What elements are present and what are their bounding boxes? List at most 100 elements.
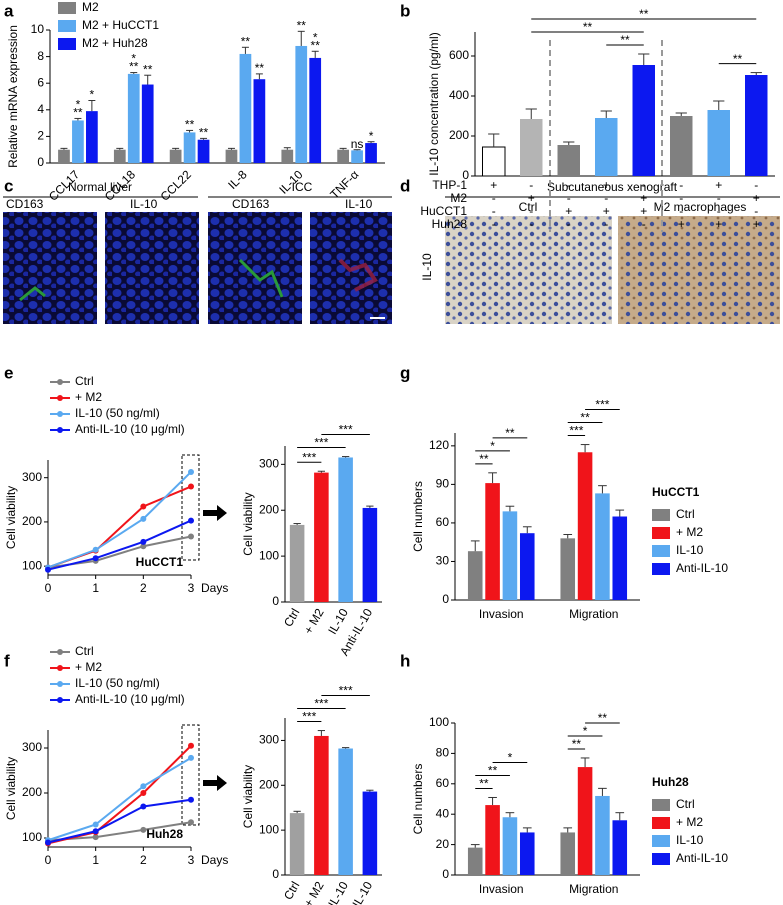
group-title: ICC [292, 180, 313, 194]
point [140, 543, 147, 550]
legend-label: Anti-IL-10 (10 μg/ml) [75, 422, 185, 436]
panel-letter: d [400, 176, 410, 195]
matrix-sign: - [529, 204, 533, 218]
matrix-sign: - [567, 217, 571, 231]
significance: *** [314, 697, 328, 711]
legend-label: Anti-IL-10 (10 μg/ml) [75, 692, 185, 706]
legend-marker [57, 649, 63, 655]
bar [519, 832, 535, 875]
bar [127, 73, 140, 163]
significance: ** [639, 7, 649, 21]
point [188, 533, 194, 540]
bar [239, 53, 252, 163]
point [188, 517, 194, 524]
bar [309, 57, 322, 163]
x-tick-label: 3 [188, 581, 195, 595]
legend-label: M2 + HuCCT1 [82, 18, 159, 32]
bar [577, 452, 593, 600]
y-tick-label: 100 [22, 558, 42, 572]
significance: *** [339, 423, 353, 437]
bar [169, 149, 182, 163]
bar [560, 538, 576, 600]
significance: ** [199, 126, 209, 140]
y-axis-label: IL-10 concentration (pg/ml) [427, 32, 441, 175]
y-tick-label: 100 [259, 822, 279, 836]
legend-label: IL-10 (50 ng/ml) [75, 676, 160, 690]
matrix-sign: - [754, 204, 758, 218]
image-label: CD163 [6, 197, 44, 211]
y-tick-label: 300 [22, 470, 42, 484]
significance: ** [580, 411, 590, 425]
y-tick-label: 0 [442, 592, 449, 606]
matrix-sign: - [754, 178, 758, 192]
series-line [47, 757, 192, 842]
legend-marker [57, 681, 63, 687]
significance: ns [351, 137, 364, 151]
y-tick-label: 0 [272, 867, 279, 881]
matrix-sign: + [678, 217, 685, 231]
legend-label: Anti-IL-10 [676, 851, 728, 865]
bar [197, 139, 210, 163]
bar [557, 145, 580, 176]
legend-swatch [652, 835, 670, 847]
point [140, 803, 147, 810]
micrograph [618, 216, 780, 324]
matrix-label: M2 [450, 191, 467, 205]
bar [467, 847, 483, 875]
significance: ** [185, 118, 195, 132]
annotation: HuCCT1 [136, 555, 184, 569]
bar [58, 149, 70, 163]
panel-letter: g [400, 363, 410, 382]
micrograph [3, 212, 97, 324]
y-tick-label: 60 [436, 515, 450, 529]
matrix-sign: + [715, 217, 722, 231]
significance: *** [595, 398, 609, 412]
significance: ** [598, 711, 608, 725]
matrix-sign: + [753, 217, 760, 231]
point [140, 790, 147, 796]
point [188, 742, 194, 749]
y-tick-label: 200 [22, 514, 42, 528]
bar [502, 511, 518, 600]
legend-marker [57, 395, 63, 401]
x-tick-label: Ctrl [281, 606, 302, 629]
group-title: Subcutaneous xenograft [547, 180, 678, 194]
y-tick-label: 90 [436, 477, 450, 491]
bar [502, 817, 518, 875]
point [188, 819, 194, 826]
point [140, 783, 147, 790]
x-tick-label: 1 [92, 853, 99, 867]
group-title: Normal liver [68, 180, 132, 194]
y-axis-label: Cell viability [4, 486, 18, 549]
y-tick-label: 300 [259, 457, 279, 471]
significance: * [583, 724, 588, 738]
point [45, 839, 51, 846]
bar [365, 143, 377, 163]
bar [612, 820, 628, 875]
matrix-sign: - [529, 178, 533, 192]
legend-label: Ctrl [676, 797, 695, 811]
point [140, 503, 147, 510]
bar [485, 805, 500, 875]
image-label: IL-10 [345, 197, 373, 211]
matrix-sign: - [529, 217, 533, 231]
row-label: IL-10 [420, 253, 434, 281]
bar [351, 150, 363, 163]
stain [338, 258, 378, 292]
panel-letter: h [400, 651, 410, 670]
x-tick-label: 3 [188, 853, 195, 867]
y-tick-label: 120 [429, 438, 449, 452]
legend-label: M2 + Huh28 [82, 36, 148, 50]
matrix-sign: + [565, 204, 572, 218]
point [45, 566, 51, 573]
y-tick-label: 0 [462, 168, 469, 182]
point [140, 826, 147, 833]
x-tick-label: Invasion [479, 607, 524, 621]
bar [519, 533, 535, 600]
y-tick-label: 10 [31, 22, 45, 36]
significance: ** [297, 19, 307, 33]
legend-label: Anti-IL-10 [676, 561, 728, 575]
x-tick-label: IL-8 [225, 167, 250, 192]
y-tick-label: 200 [449, 128, 469, 142]
x-tick-label: 2 [140, 581, 147, 595]
